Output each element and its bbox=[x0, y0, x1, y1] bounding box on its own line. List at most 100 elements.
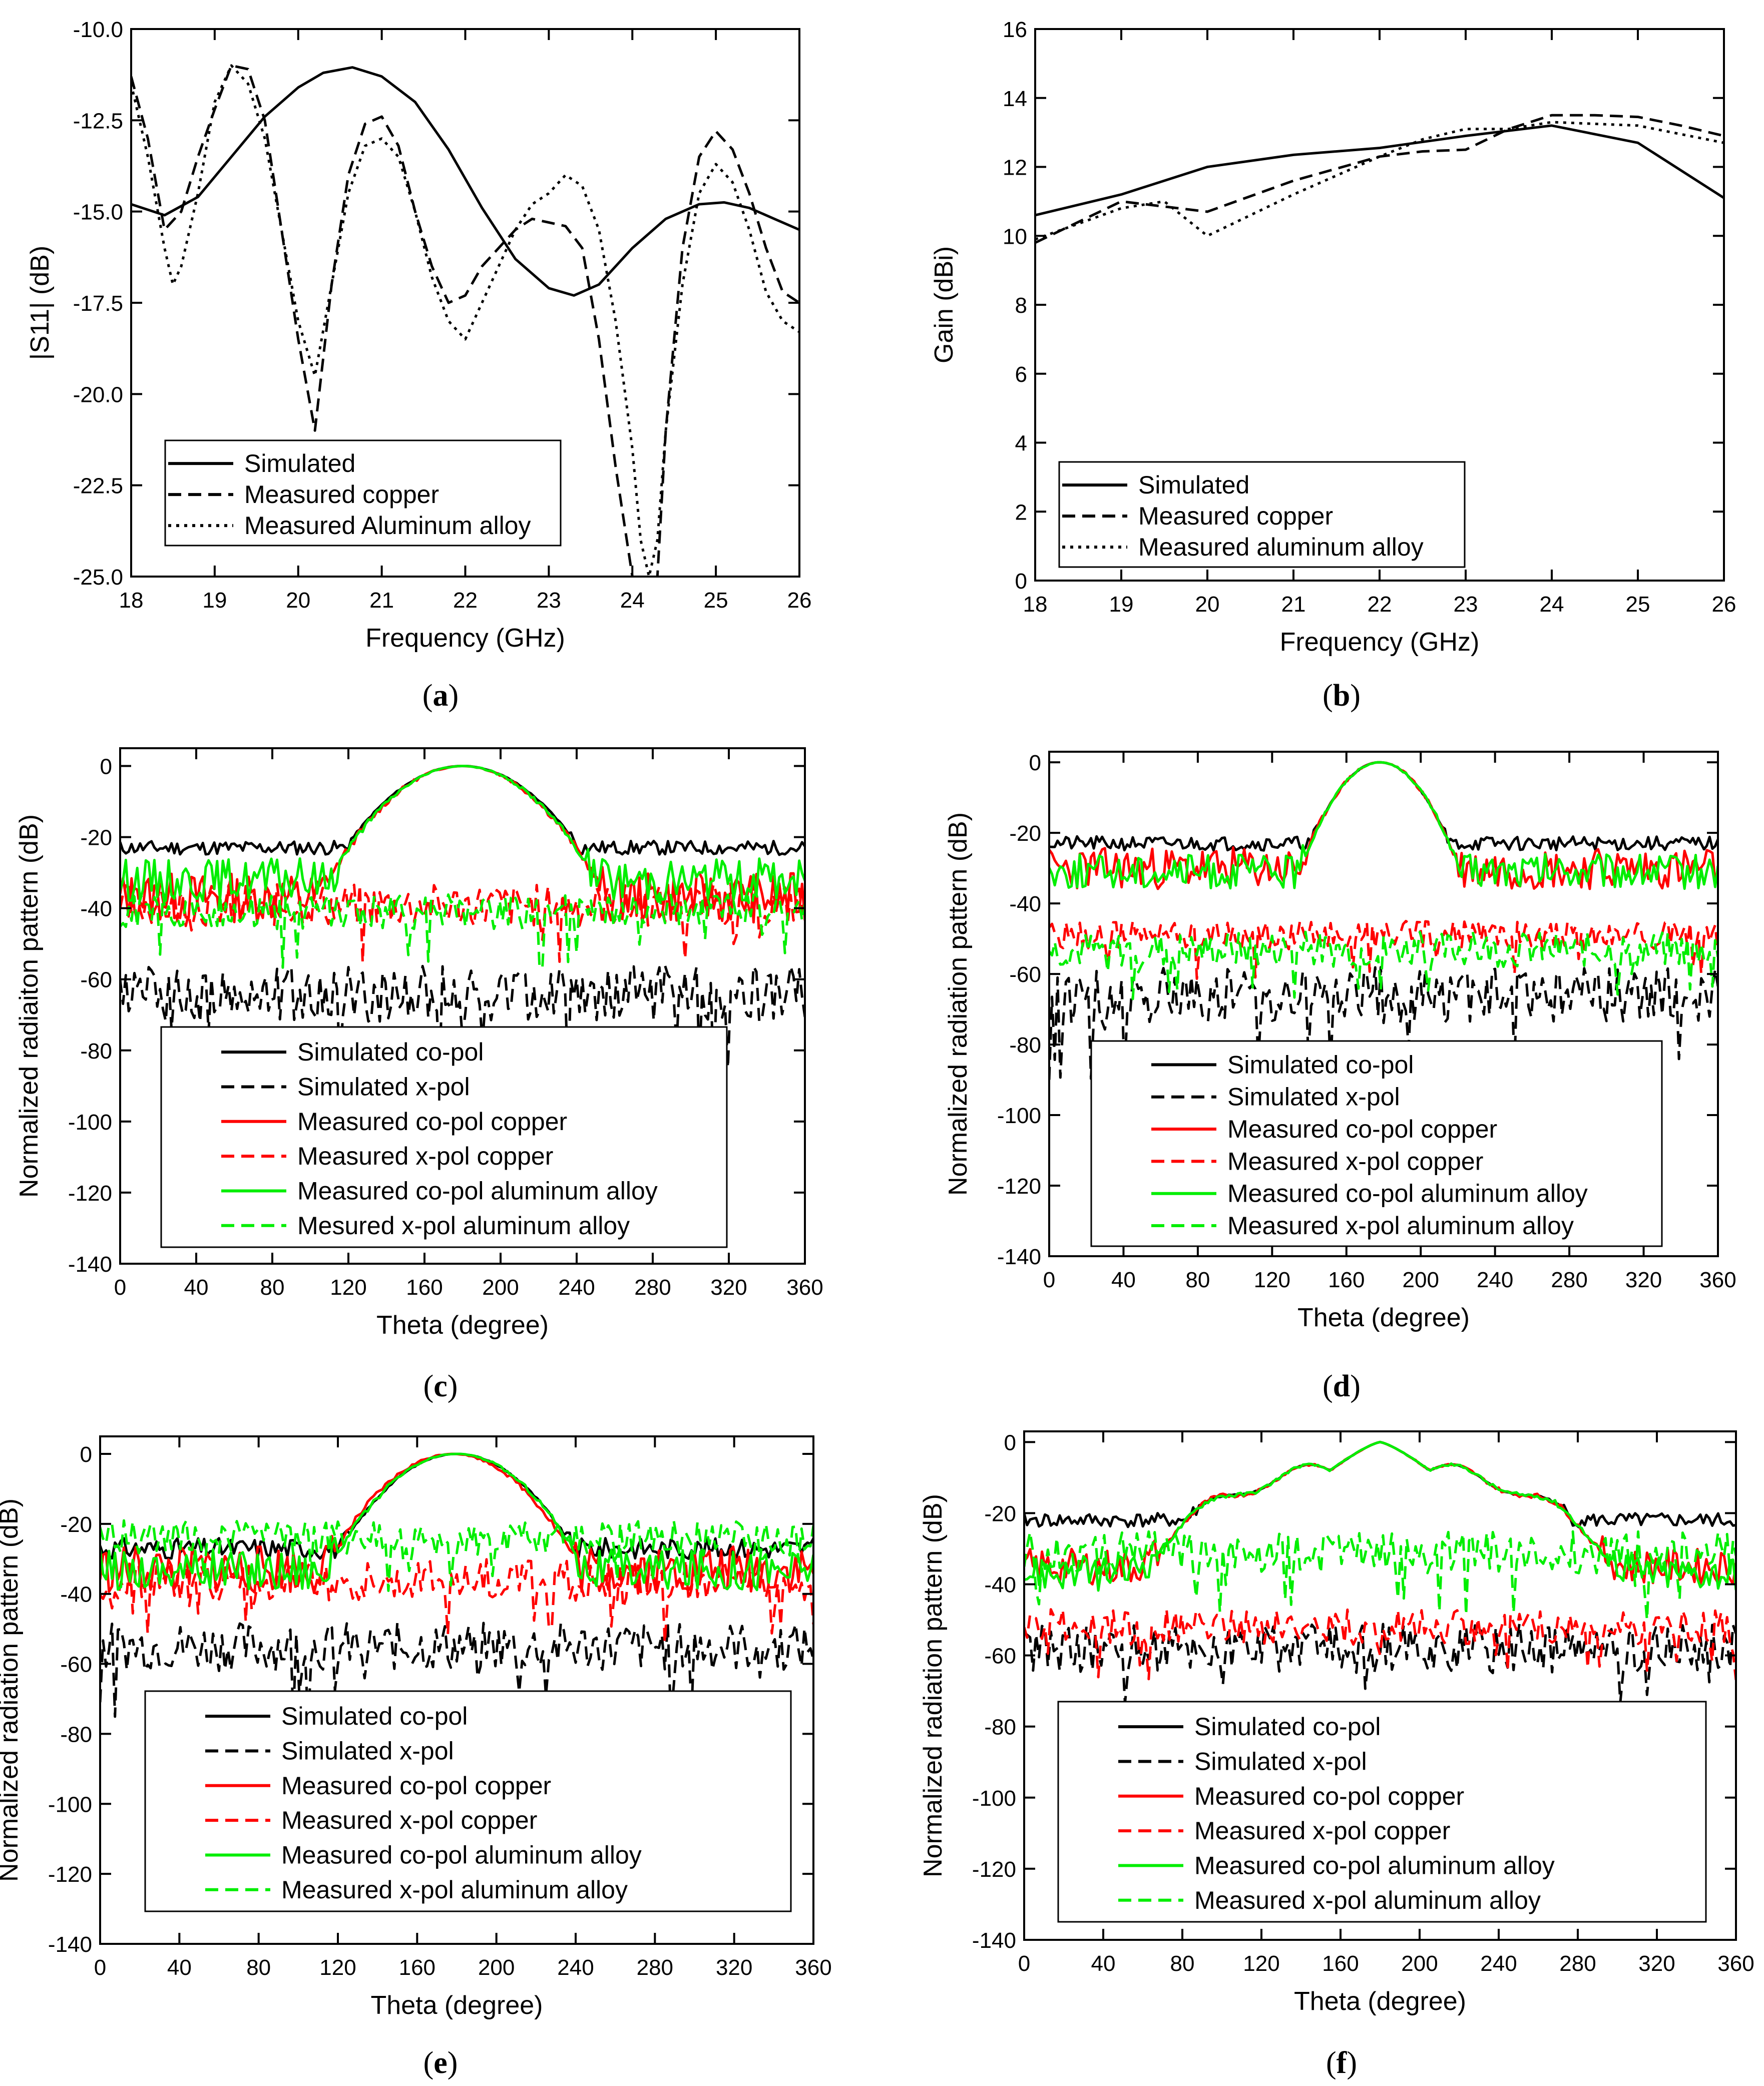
y-tick-label: -15.0 bbox=[73, 200, 123, 225]
x-tick-label: 40 bbox=[167, 1955, 192, 1980]
panel-label: (e) bbox=[423, 2046, 458, 2080]
legend-entry-4: Measured x-pol copper bbox=[1194, 1817, 1450, 1845]
y-tick-label: -10.0 bbox=[73, 18, 123, 42]
y-tick-label: -40 bbox=[80, 897, 112, 921]
x-tick-label: 22 bbox=[1368, 592, 1392, 617]
chart-panel-f: 0 40 80 120 160 200 240 280 320 360 -140 -120 -100 -8… bbox=[919, 1430, 1754, 2080]
x-tick-label: 240 bbox=[558, 1275, 595, 1300]
x-tick-label: 18 bbox=[119, 588, 144, 613]
x-tick-label: 80 bbox=[1185, 1268, 1210, 1292]
panel-label: (a) bbox=[422, 679, 459, 713]
x-tick-label: 21 bbox=[1281, 592, 1306, 617]
x-tick-label: 25 bbox=[704, 588, 728, 613]
series-group bbox=[1049, 761, 1718, 1080]
x-tick-label: 18 bbox=[1023, 592, 1048, 617]
y-axis-label: Gain (dBi) bbox=[930, 246, 959, 363]
panel-label: (d) bbox=[1322, 1369, 1361, 1403]
x-tick-label: 200 bbox=[482, 1275, 519, 1300]
x-tick-label: 240 bbox=[1477, 1268, 1513, 1292]
y-tick-label: -80 bbox=[80, 1039, 112, 1064]
x-tick-label: 23 bbox=[1454, 592, 1478, 617]
x-tick-label: 80 bbox=[1170, 1951, 1195, 1976]
series-line-5 bbox=[1049, 761, 1718, 890]
legend-entry-5: Measured co-pol aluminum alloy bbox=[297, 1177, 658, 1205]
y-tick-label: -60 bbox=[1009, 962, 1041, 987]
y-tick-label: -40 bbox=[984, 1573, 1016, 1598]
legend-entry-5: Measured co-pol aluminum alloy bbox=[281, 1841, 642, 1869]
legend-entry-6: Mesured x-pol aluminum alloy bbox=[297, 1212, 630, 1240]
y-tick-label: -80 bbox=[60, 1722, 92, 1747]
series-line-1 bbox=[131, 66, 799, 297]
x-tick-label: 21 bbox=[369, 588, 394, 613]
x-axis-label: Theta (degree) bbox=[376, 1311, 549, 1340]
y-tick-label: 12 bbox=[1003, 156, 1027, 180]
x-tick-label: 320 bbox=[1638, 1951, 1675, 1976]
legend-entry-3: Measured co-pol copper bbox=[1227, 1115, 1497, 1143]
series-line-6 bbox=[120, 893, 805, 969]
legend-entry-3: Measured co-pol copper bbox=[281, 1772, 551, 1800]
y-tick-label: -120 bbox=[48, 1862, 92, 1887]
series-group bbox=[1024, 1440, 1736, 1705]
legend: Simulated co-pol Simulated x-pol Measured … bbox=[160, 1026, 728, 1248]
series-line-2 bbox=[1049, 966, 1718, 1080]
legend-entry-1: Simulated co-pol bbox=[1227, 1051, 1414, 1079]
legend-box bbox=[1058, 461, 1466, 568]
x-axis-label: Theta (degree) bbox=[1297, 1303, 1470, 1332]
legend-entry-6: Measured x-pol aluminum alloy bbox=[1227, 1212, 1574, 1240]
x-tick-label: 26 bbox=[1712, 592, 1736, 617]
legend-entry-2: Simulated x-pol bbox=[1194, 1747, 1367, 1775]
x-tick-label: 360 bbox=[1717, 1951, 1754, 1976]
chart-panel-d: 0 40 80 120 160 200 240 280 320 360 -140 -120 -100 -8… bbox=[944, 751, 1736, 1403]
y-tick-label: -25.0 bbox=[73, 565, 123, 590]
legend-entry-2: Simulated x-pol bbox=[1227, 1083, 1400, 1111]
x-tick-label: 320 bbox=[710, 1275, 747, 1300]
x-axis-label: Theta (degree) bbox=[1294, 1987, 1466, 2016]
x-tick-label: 200 bbox=[1401, 1951, 1438, 1976]
legend-box bbox=[144, 1690, 792, 1912]
x-tick-label: 0 bbox=[114, 1275, 126, 1300]
x-tick-label: 360 bbox=[786, 1275, 823, 1300]
x-tick-label: 200 bbox=[478, 1955, 515, 1980]
x-tick-label: 360 bbox=[1699, 1268, 1736, 1292]
legend-box bbox=[1090, 1040, 1663, 1247]
y-tick-label: -140 bbox=[68, 1252, 112, 1277]
legend: Simulated co-pol Simulated x-pol Measured … bbox=[1090, 1040, 1663, 1247]
series-line-4 bbox=[120, 882, 805, 964]
y-tick-label: 16 bbox=[1003, 18, 1027, 42]
x-tick-label: 23 bbox=[537, 588, 561, 613]
x-tick-label: 0 bbox=[1018, 1951, 1030, 1976]
series-line-4 bbox=[100, 1558, 813, 1644]
x-tick-label: 19 bbox=[202, 588, 227, 613]
legend: Simulated co-pol Simulated x-pol Measured … bbox=[144, 1690, 792, 1912]
chart-panel-c: 0 40 80 120 160 200 240 280 320 360 -140 -120 -100 -8… bbox=[15, 747, 823, 1403]
x-tick-label: 20 bbox=[286, 588, 310, 613]
legend: Simulated Measured copper Measured Aluminu… bbox=[164, 439, 562, 547]
legend-entry-2: Measured copper bbox=[244, 480, 439, 508]
x-tick-label: 25 bbox=[1626, 592, 1650, 617]
y-tick-label: 0 bbox=[1015, 569, 1027, 594]
legend-entry-3: Measured Aluminum alloy bbox=[244, 511, 531, 540]
y-tick-label: -12.5 bbox=[73, 109, 123, 133]
x-tick-label: 160 bbox=[406, 1275, 443, 1300]
legend-entry-6: Measured x-pol aluminum alloy bbox=[1194, 1886, 1541, 1914]
legend-entry-1: Simulated co-pol bbox=[1194, 1713, 1381, 1741]
series-line-3 bbox=[131, 64, 799, 577]
x-tick-label: 280 bbox=[634, 1275, 671, 1300]
x-tick-label: 24 bbox=[620, 588, 645, 613]
legend-box bbox=[164, 439, 562, 547]
series-line-2 bbox=[131, 64, 799, 577]
y-tick-label: -20 bbox=[60, 1512, 92, 1537]
y-axis-label: Normalized radiation pattern (dB) bbox=[0, 1498, 24, 1882]
x-tick-label: 200 bbox=[1403, 1268, 1439, 1292]
y-tick-label: -100 bbox=[68, 1110, 112, 1135]
x-tick-label: 320 bbox=[716, 1955, 752, 1980]
y-tick-label: -80 bbox=[1009, 1033, 1041, 1058]
y-tick-label: -17.5 bbox=[73, 291, 123, 316]
x-tick-label: 0 bbox=[1043, 1268, 1055, 1292]
y-tick-label: 10 bbox=[1003, 224, 1027, 249]
y-tick-label: -140 bbox=[997, 1245, 1041, 1269]
x-tick-label: 120 bbox=[330, 1275, 366, 1300]
plot-frame bbox=[119, 747, 806, 1265]
legend-entry-4: Measured x-pol copper bbox=[297, 1142, 553, 1170]
legend-entry-4: Measured x-pol copper bbox=[1227, 1147, 1483, 1175]
